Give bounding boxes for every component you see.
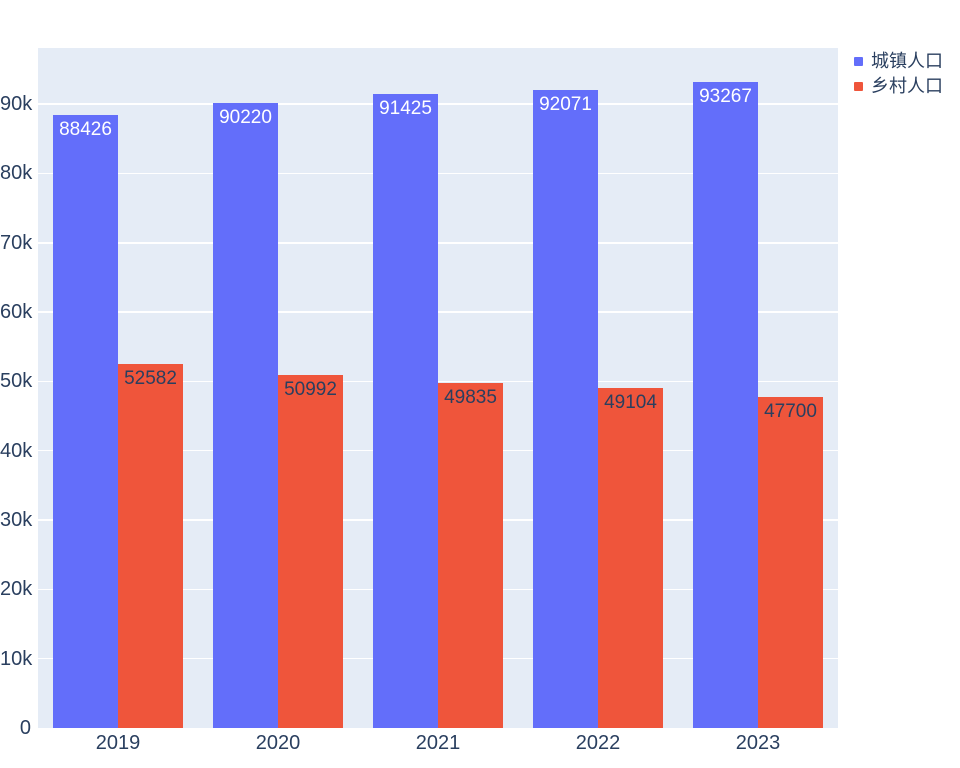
legend-label-rural: 乡村人口 <box>871 76 943 96</box>
legend-label-urban: 城镇人口 <box>871 51 943 71</box>
y-tick-label-0: 0 <box>19 717 31 739</box>
bar-urban-population-2023 <box>693 81 758 728</box>
x-tick-label-2020: 2020 <box>255 732 301 754</box>
legend-item-urban-population[interactable]: 城镇人口 <box>854 50 943 72</box>
gridline-80k <box>38 172 838 175</box>
bar-rural-population-2021 <box>438 382 503 728</box>
bar-value-label-rural-population-2020: 50992 <box>284 378 337 400</box>
plot-area: 88426 52582 90220 50992 91425 49835 92071 49104… <box>38 48 838 728</box>
bar-value-label-urban-population-2019: 88426 <box>59 119 112 141</box>
legend-marker-rural-icon <box>854 81 863 91</box>
bar-rural-population-2023 <box>758 397 823 728</box>
y-tick-label-20k: 20k <box>0 578 33 601</box>
y-tick-label-50k: 50k <box>0 370 33 393</box>
bar-value-label-urban-population-2022: 92071 <box>539 93 592 115</box>
legend-marker-urban-icon <box>854 56 863 66</box>
bar-urban-population-2022 <box>533 89 598 728</box>
y-tick-label-40k: 40k <box>0 439 33 462</box>
bar-urban-population-2020 <box>213 102 278 728</box>
y-tick-label-60k: 60k <box>0 301 33 324</box>
x-tick-label-2021: 2021 <box>415 732 461 754</box>
legend-item-rural-population[interactable]: 乡村人口 <box>854 75 943 97</box>
bar-value-label-rural-population-2022: 49104 <box>604 391 657 413</box>
gridline-60k <box>38 311 838 313</box>
legend: 城镇人口 乡村人口 <box>854 50 943 97</box>
gridline-70k <box>38 242 838 244</box>
gridline-50k <box>38 380 838 383</box>
bar-urban-population-2019 <box>53 115 118 728</box>
bar-value-label-urban-population-2023: 93267 <box>699 85 752 107</box>
x-tick-label-2023: 2023 <box>735 732 781 754</box>
gridline-90k <box>38 103 838 105</box>
bar-rural-population-2022 <box>598 387 663 728</box>
bar-value-label-urban-population-2021: 91425 <box>379 98 432 120</box>
y-tick-label-30k: 30k <box>0 509 33 532</box>
x-tick-label-2022: 2022 <box>575 732 621 754</box>
y-tick-label-80k: 80k <box>0 162 33 185</box>
y-tick-label-90k: 90k <box>0 93 33 116</box>
bar-urban-population-2021 <box>373 94 438 728</box>
bar-rural-population-2020 <box>278 374 343 728</box>
bar-value-label-rural-population-2023: 47700 <box>764 401 817 423</box>
y-tick-label-70k: 70k <box>0 231 33 254</box>
x-tick-label-2019: 2019 <box>95 732 141 754</box>
y-tick-label-10k: 10k <box>0 647 33 670</box>
bar-value-label-rural-population-2021: 49835 <box>444 386 497 408</box>
bar-value-label-urban-population-2020: 90220 <box>219 106 272 128</box>
bar-value-label-rural-population-2019: 52582 <box>124 367 177 389</box>
bar-rural-population-2019 <box>118 363 183 728</box>
